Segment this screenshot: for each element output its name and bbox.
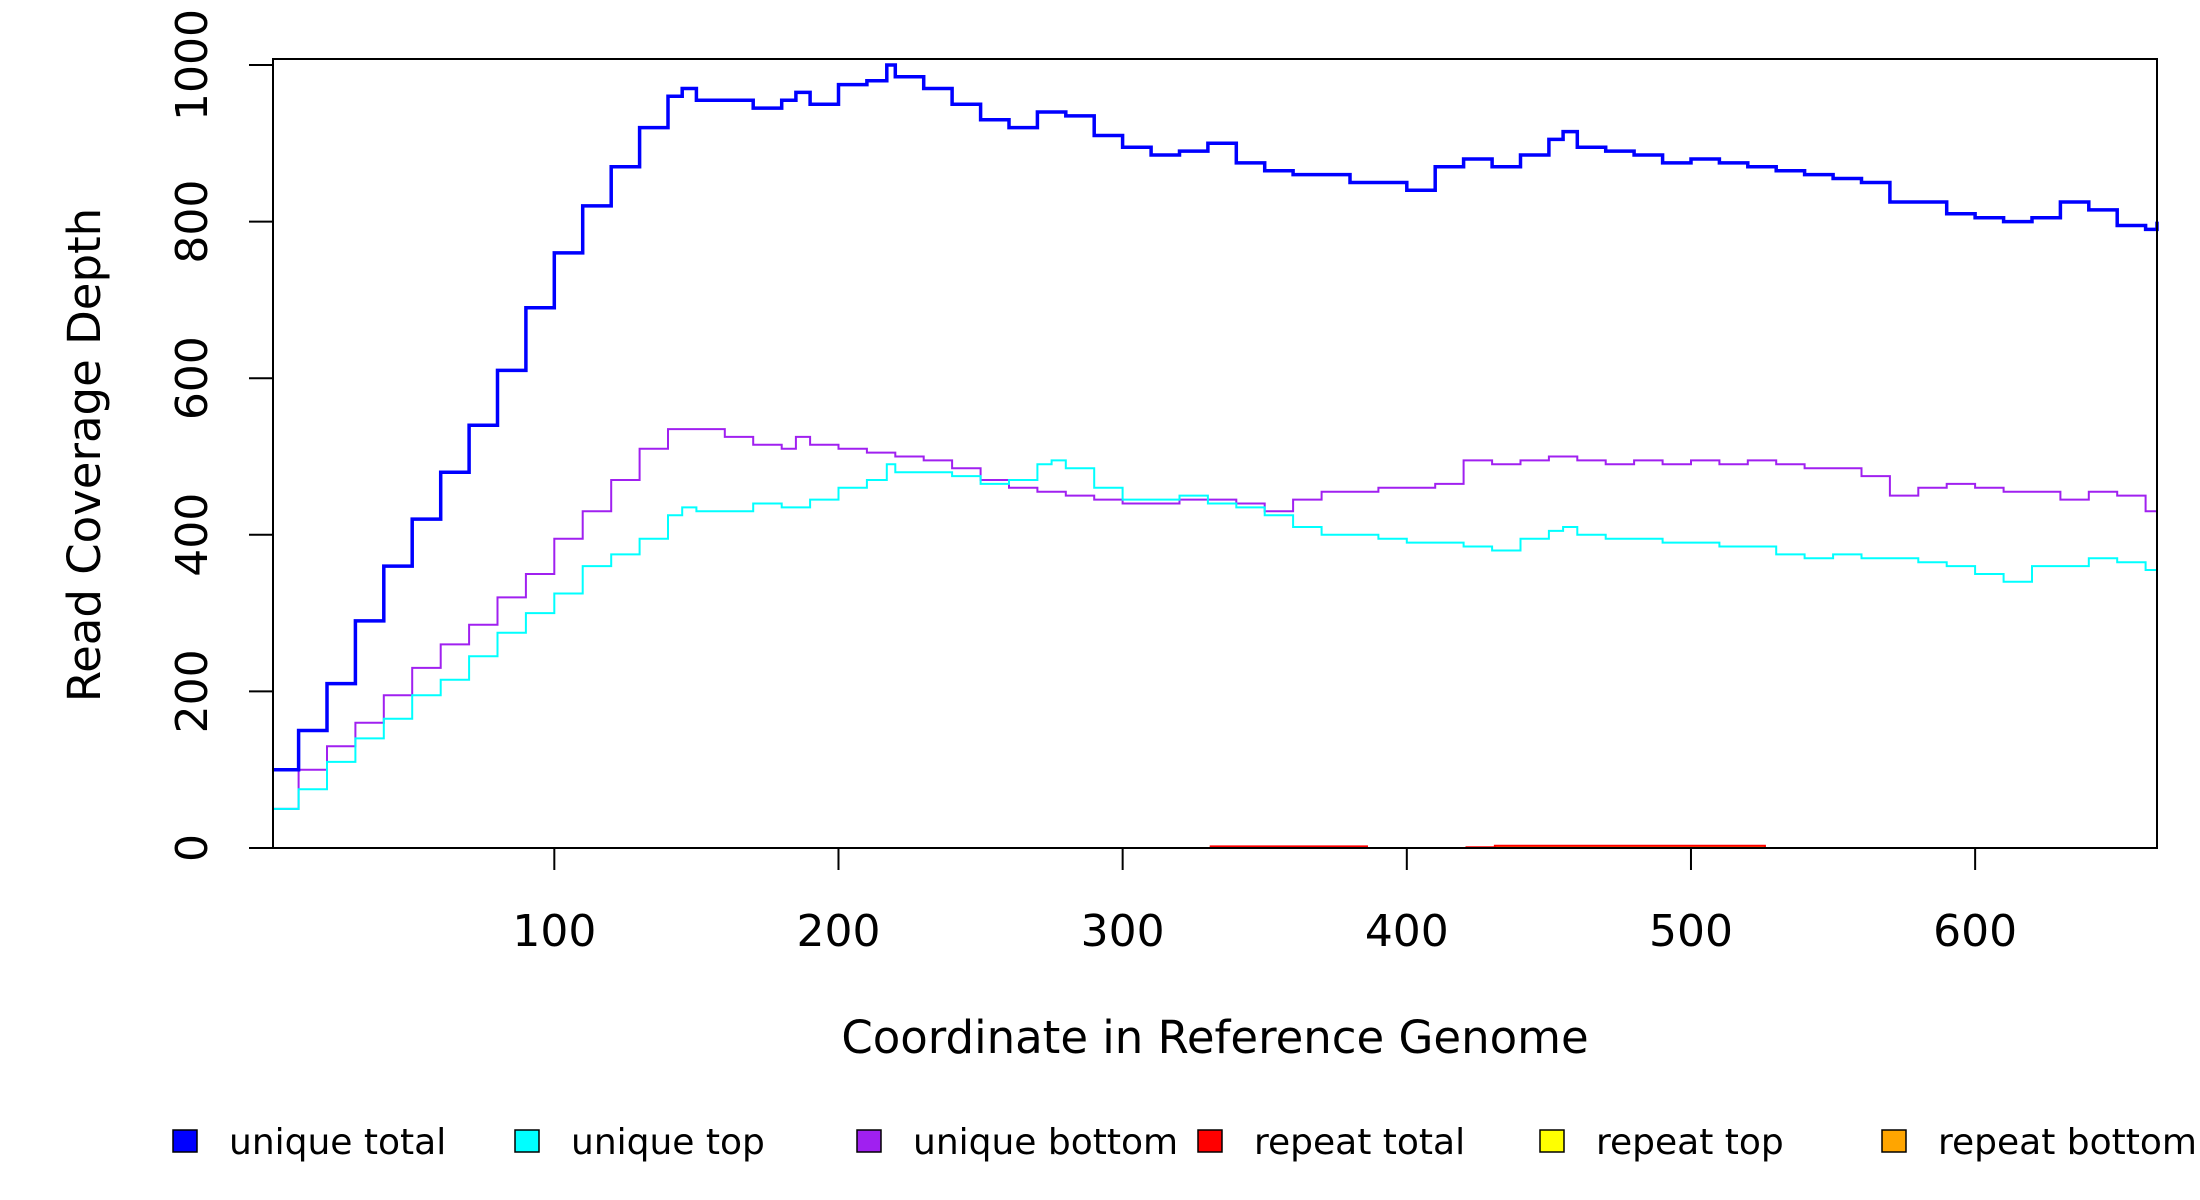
series-layer: [273, 63, 2159, 849]
axes-layer: 100 200 300 400 500 600 0 200 400 600 800 1000: [167, 9, 2017, 957]
legend-swatch-repeat-bottom: [1881, 1129, 1907, 1153]
legend-label-repeat-bottom: repeat bottom: [1938, 1122, 2197, 1163]
series-line-unique-total: [273, 63, 2159, 772]
x-tick-label-200: 200: [796, 906, 880, 957]
legend-swatch-unique-top: [514, 1129, 540, 1153]
y-tick-label-400: 400: [167, 493, 218, 577]
y-tick-label-200: 200: [167, 649, 218, 733]
legend-label-unique-bottom: unique bottom: [913, 1122, 1178, 1163]
series-line-unique-bottom: [273, 428, 2158, 810]
series-line-unique-top: [273, 459, 2158, 810]
legend-label-unique-top: unique top: [571, 1122, 765, 1163]
plot-frame: [272, 58, 2158, 849]
y-tick-label-1000: 1000: [167, 9, 218, 121]
x-tick-label-100: 100: [512, 906, 596, 957]
legend: unique total unique top unique bottom repea…: [172, 1122, 2197, 1163]
y-tick-label-0: 0: [167, 834, 218, 862]
x-tick-label-500: 500: [1649, 906, 1733, 957]
y-axis-title: Read Coverage Depth: [58, 208, 111, 702]
y-tick-label-600: 600: [167, 336, 218, 420]
legend-swatch-repeat-top: [1539, 1129, 1565, 1153]
legend-label-repeat-top: repeat top: [1596, 1122, 1784, 1163]
x-tick-label-300: 300: [1081, 906, 1165, 957]
legend-label-repeat-total: repeat total: [1254, 1122, 1465, 1163]
legend-swatch-unique-bottom: [856, 1129, 882, 1153]
legend-swatch-unique-total: [172, 1129, 198, 1153]
legend-label-unique-total: unique total: [229, 1122, 446, 1163]
y-tick-label-800: 800: [167, 180, 218, 264]
x-tick-label-600: 600: [1933, 906, 2017, 957]
legend-swatch-repeat-total: [1197, 1129, 1223, 1153]
x-tick-label-400: 400: [1365, 906, 1449, 957]
x-axis-title: Coordinate in Reference Genome: [841, 1011, 1588, 1064]
